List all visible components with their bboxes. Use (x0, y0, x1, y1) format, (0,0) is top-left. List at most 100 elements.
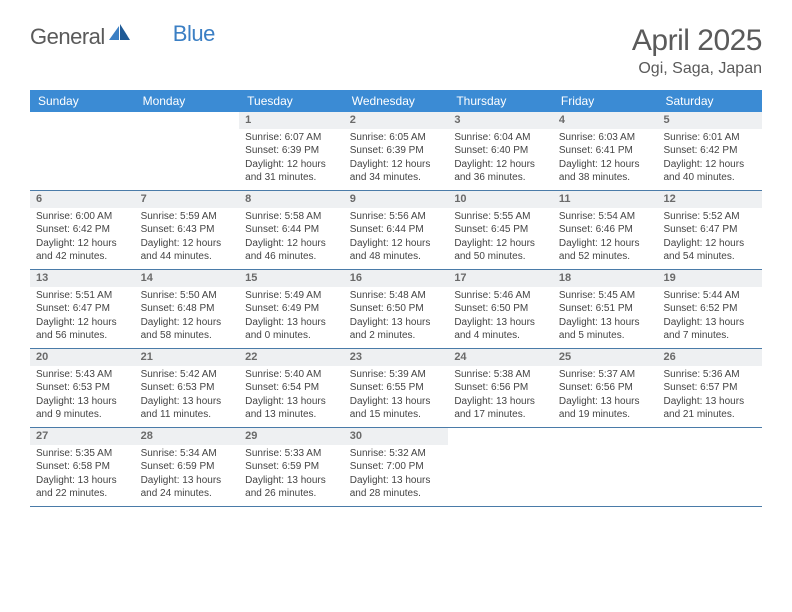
daynum-wrap: 29 (239, 428, 344, 445)
day-details: Sunrise: 5:35 AMSunset: 6:58 PMDaylight:… (30, 445, 135, 505)
daynum-wrap: 6 (30, 191, 135, 208)
day-details: Sunrise: 5:59 AMSunset: 6:43 PMDaylight:… (135, 208, 240, 268)
daynum-wrap: 7 (135, 191, 240, 208)
day-number: 26 (663, 351, 675, 363)
day-number: 9 (350, 193, 356, 205)
weeks-container: 1 Sunrise: 6:07 AMSunset: 6:39 PMDaylight… (30, 112, 762, 507)
daynum-wrap: 18 (553, 270, 658, 287)
calendar-cell: 24Sunrise: 5:38 AMSunset: 6:56 PMDayligh… (448, 349, 553, 427)
daynum-wrap: 20 (30, 349, 135, 366)
page-title: April 2025 (632, 24, 762, 58)
day-number: 22 (245, 351, 257, 363)
daynum-wrap: 25 (553, 349, 658, 366)
day-details: Sunrise: 5:32 AMSunset: 7:00 PMDaylight:… (344, 445, 449, 505)
day-number: 7 (141, 193, 147, 205)
calendar-cell: 19Sunrise: 5:44 AMSunset: 6:52 PMDayligh… (657, 270, 762, 348)
page: General Blue April 2025 Ogi, Saga, Japan… (0, 0, 792, 527)
header: General Blue April 2025 Ogi, Saga, Japan (30, 24, 762, 78)
daynum-wrap: 12 (657, 191, 762, 208)
day-header: Friday (553, 90, 658, 112)
calendar-cell: 30 Sunrise: 5:32 AMSunset: 7:00 PMDayligh… (344, 428, 449, 506)
calendar-cell: 7 Sunrise: 5:59 AMSunset: 6:43 PMDaylight… (135, 191, 240, 269)
day-number: 8 (245, 193, 251, 205)
day-number: 21 (141, 351, 153, 363)
daynum-wrap: 19 (657, 270, 762, 287)
day-number: 12 (663, 193, 675, 205)
calendar-cell (657, 428, 762, 506)
day-header: Tuesday (239, 90, 344, 112)
day-number: 4 (559, 114, 565, 126)
week-row: 1 Sunrise: 6:07 AMSunset: 6:39 PMDaylight… (30, 112, 762, 191)
calendar-cell: 12 Sunrise: 5:52 AMSunset: 6:47 PMDayligh… (657, 191, 762, 269)
day-details: Sunrise: 5:54 AMSunset: 6:46 PMDaylight:… (553, 208, 658, 268)
day-number: 2 (350, 114, 356, 126)
daynum-wrap: 9 (344, 191, 449, 208)
calendar-cell: 27 Sunrise: 5:35 AMSunset: 6:58 PMDayligh… (30, 428, 135, 506)
day-details: Sunrise: 5:52 AMSunset: 6:47 PMDaylight:… (657, 208, 762, 268)
day-number: 30 (350, 430, 362, 442)
day-details: Sunrise: 5:43 AMSunset: 6:53 PMDaylight:… (30, 366, 135, 426)
day-number: 15 (245, 272, 257, 284)
day-number: 18 (559, 272, 571, 284)
daynum-wrap: 4 (553, 112, 658, 129)
day-header: Thursday (448, 90, 553, 112)
day-details: Sunrise: 5:42 AMSunset: 6:53 PMDaylight:… (135, 366, 240, 426)
day-details: Sunrise: 6:04 AMSunset: 6:40 PMDaylight:… (448, 129, 553, 189)
day-details: Sunrise: 5:50 AMSunset: 6:48 PMDaylight:… (135, 287, 240, 347)
day-number: 20 (36, 351, 48, 363)
calendar-cell: 23Sunrise: 5:39 AMSunset: 6:55 PMDayligh… (344, 349, 449, 427)
day-number: 28 (141, 430, 153, 442)
daynum-wrap: 21 (135, 349, 240, 366)
day-details: Sunrise: 6:05 AMSunset: 6:39 PMDaylight:… (344, 129, 449, 189)
day-number: 10 (454, 193, 466, 205)
calendar-cell: 22 Sunrise: 5:40 AMSunset: 6:54 PMDayligh… (239, 349, 344, 427)
day-header-row: SundayMondayTuesdayWednesdayThursdayFrid… (30, 90, 762, 112)
daynum-wrap: 26 (657, 349, 762, 366)
daynum-wrap: 1 (239, 112, 344, 129)
day-details: Sunrise: 5:38 AMSunset: 6:56 PMDaylight:… (448, 366, 553, 426)
calendar-cell (135, 112, 240, 190)
calendar-cell: 3 Sunrise: 6:04 AMSunset: 6:40 PMDaylight… (448, 112, 553, 190)
logo: General Blue (30, 24, 215, 50)
daynum-wrap: 5 (657, 112, 762, 129)
daynum-wrap: 10 (448, 191, 553, 208)
calendar-cell: 28Sunrise: 5:34 AMSunset: 6:59 PMDayligh… (135, 428, 240, 506)
calendar-cell: 9Sunrise: 5:56 AMSunset: 6:44 PMDaylight… (344, 191, 449, 269)
calendar-cell: 6 Sunrise: 6:00 AMSunset: 6:42 PMDaylight… (30, 191, 135, 269)
daynum-wrap: 8 (239, 191, 344, 208)
day-number: 17 (454, 272, 466, 284)
week-row: 13 Sunrise: 5:51 AMSunset: 6:47 PMDayligh… (30, 270, 762, 349)
day-number: 23 (350, 351, 362, 363)
day-number: 5 (663, 114, 669, 126)
calendar-cell: 16Sunrise: 5:48 AMSunset: 6:50 PMDayligh… (344, 270, 449, 348)
logo-text-general: General (30, 24, 105, 50)
day-number: 3 (454, 114, 460, 126)
calendar-cell: 14 Sunrise: 5:50 AMSunset: 6:48 PMDayligh… (135, 270, 240, 348)
day-details: Sunrise: 6:03 AMSunset: 6:41 PMDaylight:… (553, 129, 658, 189)
calendar-cell: 21 Sunrise: 5:42 AMSunset: 6:53 PMDayligh… (135, 349, 240, 427)
daynum-wrap: 16 (344, 270, 449, 287)
logo-text-blue: Blue (173, 21, 215, 47)
calendar-cell: 8Sunrise: 5:58 AMSunset: 6:44 PMDaylight… (239, 191, 344, 269)
daynum-wrap: 11 (553, 191, 658, 208)
day-details: Sunrise: 6:07 AMSunset: 6:39 PMDaylight:… (239, 129, 344, 189)
day-number: 1 (245, 114, 251, 126)
day-details: Sunrise: 5:51 AMSunset: 6:47 PMDaylight:… (30, 287, 135, 347)
day-details: Sunrise: 5:36 AMSunset: 6:57 PMDaylight:… (657, 366, 762, 426)
daynum-wrap: 27 (30, 428, 135, 445)
daynum-wrap: 17 (448, 270, 553, 287)
day-details: Sunrise: 5:40 AMSunset: 6:54 PMDaylight:… (239, 366, 344, 426)
day-details: Sunrise: 6:00 AMSunset: 6:42 PMDaylight:… (30, 208, 135, 268)
day-header: Wednesday (344, 90, 449, 112)
logo-sail-icon (109, 24, 131, 47)
calendar-cell: 1 Sunrise: 6:07 AMSunset: 6:39 PMDaylight… (239, 112, 344, 190)
day-number: 14 (141, 272, 153, 284)
day-number: 27 (36, 430, 48, 442)
daynum-wrap: 2 (344, 112, 449, 129)
calendar-cell: 10Sunrise: 5:55 AMSunset: 6:45 PMDayligh… (448, 191, 553, 269)
day-number: 13 (36, 272, 48, 284)
daynum-wrap: 30 (344, 428, 449, 445)
day-number: 6 (36, 193, 42, 205)
day-details: Sunrise: 5:45 AMSunset: 6:51 PMDaylight:… (553, 287, 658, 347)
daynum-wrap: 3 (448, 112, 553, 129)
